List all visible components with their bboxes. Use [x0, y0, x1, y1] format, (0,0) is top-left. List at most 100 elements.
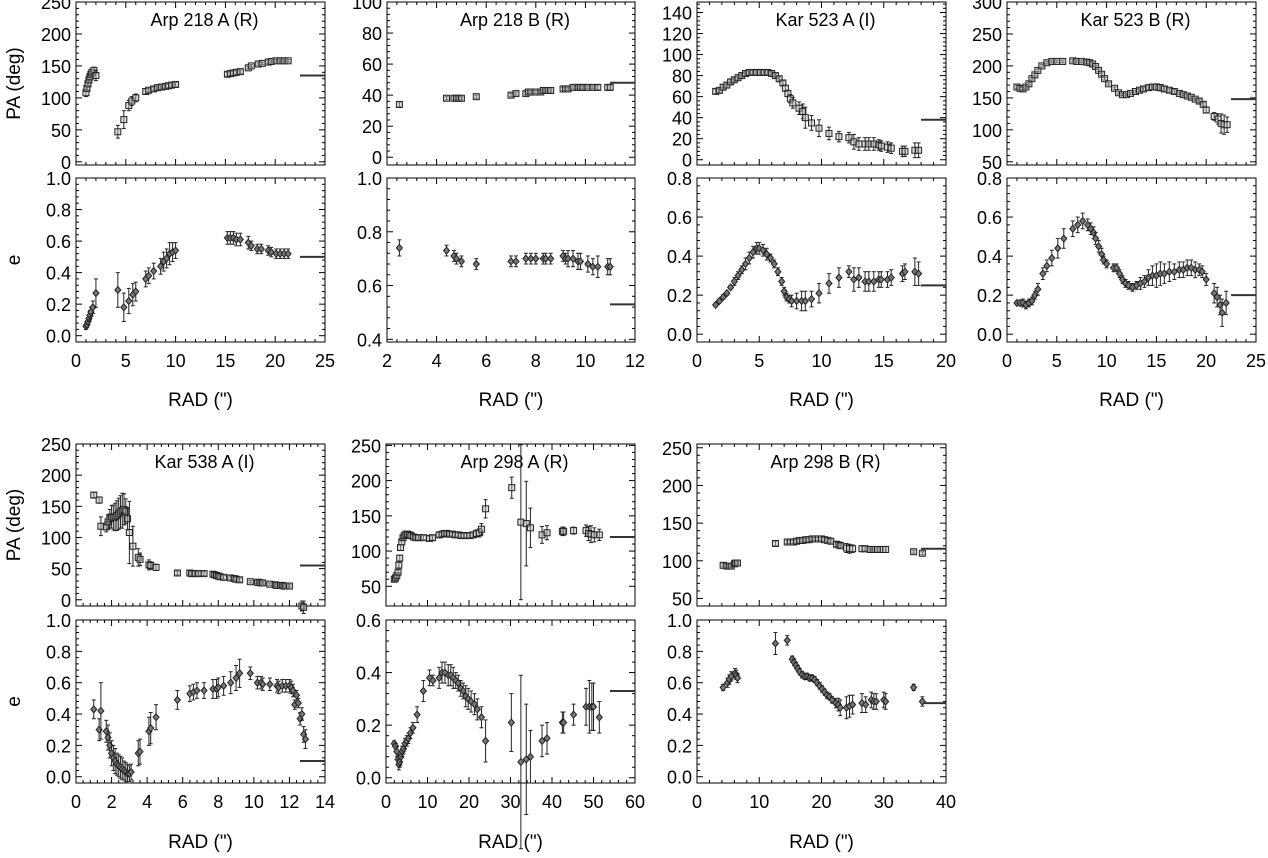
data-point-diamond — [457, 257, 466, 266]
data-point-square — [124, 515, 132, 523]
data-point-diamond — [259, 679, 267, 689]
data-point-square — [606, 83, 614, 91]
data-point-diamond — [1034, 285, 1042, 294]
x-tick-label: 40 — [542, 792, 562, 812]
y-axis-label-e: e — [4, 696, 25, 707]
data-point-square — [512, 90, 520, 98]
data-point-diamond — [246, 669, 254, 678]
y-tick-label: 1.0 — [357, 169, 382, 189]
x-tick-label: 20 — [265, 351, 285, 371]
data-point-square — [220, 573, 228, 581]
data-point-diamond — [745, 253, 753, 263]
data-point-diamond — [517, 757, 525, 767]
data-point-square — [172, 80, 180, 88]
y-tick-label: 0 — [61, 591, 71, 611]
data-point-diamond — [862, 700, 870, 709]
y-tick-label: 1.0 — [46, 169, 71, 189]
data-point-diamond — [527, 254, 535, 263]
data-point-square — [482, 505, 490, 513]
data-point-diamond — [236, 235, 244, 244]
x-tick-label: 12 — [625, 351, 645, 371]
y-tick-label: 0 — [372, 148, 382, 168]
data-point-diamond — [783, 636, 791, 645]
data-point-square — [835, 133, 843, 141]
y-tick-label: 200 — [662, 476, 692, 496]
x-axis-label: RAD (") — [168, 390, 233, 411]
y-tick-label: 0.6 — [667, 208, 692, 228]
data-point-square — [915, 146, 923, 154]
data-point-square — [1223, 121, 1231, 129]
y-tick-label: 300 — [972, 0, 1002, 13]
x-tick-label: 20 — [459, 792, 479, 812]
x-tick-label: 4 — [432, 351, 442, 371]
data-point-diamond — [1079, 216, 1087, 226]
data-point-square — [849, 545, 857, 553]
data-point-square — [845, 134, 853, 142]
plot-frame — [75, 1, 326, 166]
data-point-square — [733, 559, 741, 567]
data-point-square — [90, 491, 98, 499]
panel-4: Kar 538 A (I) RAD (") PA (deg) e — [4, 452, 255, 853]
subplot-e-6: 0 10 20 30 40 0.0 0.2 0.4 0.6 0.8 1.0 — [667, 611, 956, 812]
y-tick-label: 0.2 — [356, 716, 381, 736]
data-point-diamond — [114, 285, 122, 295]
x-tick-label: 5 — [121, 351, 131, 371]
data-point-diamond — [247, 241, 255, 251]
y-tick-label: 100 — [351, 542, 381, 562]
y-tick-label: 200 — [41, 466, 71, 486]
data-point-diamond — [1069, 224, 1077, 234]
data-point-square — [887, 144, 895, 152]
panel-title: Kar 523 A (I) — [775, 10, 875, 30]
y-tick-label: 250 — [41, 435, 71, 455]
plot-frame — [1006, 1, 1257, 166]
y-tick-label: 40 — [672, 109, 692, 129]
data-point-diamond — [532, 254, 540, 263]
x-tick-label: 10 — [749, 792, 769, 812]
x-tick-label: 30 — [874, 792, 894, 812]
data-point-diamond — [136, 747, 144, 756]
data-series-pa — [82, 57, 292, 139]
y-tick-label: 80 — [362, 24, 382, 44]
y-tick-label: 150 — [662, 514, 692, 534]
data-point-diamond — [413, 710, 421, 719]
data-point-square — [397, 544, 405, 552]
y-tick-label: 50 — [51, 121, 71, 141]
data-point-diamond — [442, 246, 451, 255]
y-tick-label: 0.4 — [357, 330, 382, 350]
plot-frame — [696, 619, 947, 784]
data-point-diamond — [120, 303, 128, 312]
data-point-diamond — [507, 718, 515, 727]
data-point-diamond — [741, 259, 750, 269]
x-tick-label: 10 — [244, 792, 264, 812]
y-tick-label: 0.4 — [667, 705, 692, 725]
data-point-diamond — [429, 676, 437, 685]
data-point-square — [122, 507, 130, 515]
x-tick-label: 15 — [215, 351, 235, 371]
x-axis-label: RAD (") — [479, 390, 544, 411]
data-point-diamond — [127, 767, 135, 777]
panel-title: Arp 218 B (R) — [460, 10, 570, 30]
y-tick-label: 0.6 — [667, 674, 692, 694]
panel-6: Arp 298 B (R) RAD (") — [770, 452, 880, 853]
data-series-pa — [90, 491, 308, 614]
data-point-square — [801, 114, 809, 122]
data-point-diamond — [470, 699, 479, 709]
data-point-diamond — [606, 262, 614, 271]
data-point-square — [443, 94, 451, 102]
data-series-pa — [719, 535, 926, 570]
y-tick-label: 200 — [41, 25, 71, 45]
data-point-diamond — [162, 254, 171, 263]
data-point-square — [808, 119, 816, 127]
x-tick-label: 20 — [811, 792, 831, 812]
data-point-diamond — [452, 254, 461, 263]
data-point-diamond — [774, 267, 782, 276]
data-point-square — [522, 520, 530, 528]
data-point-square — [547, 86, 555, 94]
data-point-square — [543, 529, 551, 537]
data-point-square — [236, 68, 244, 76]
data-point-diamond — [1054, 244, 1062, 253]
x-tick-label: 2 — [107, 792, 117, 812]
data-point-diamond — [512, 257, 520, 266]
data-point-square — [815, 124, 823, 132]
y-tick-label: 0.8 — [667, 169, 692, 189]
